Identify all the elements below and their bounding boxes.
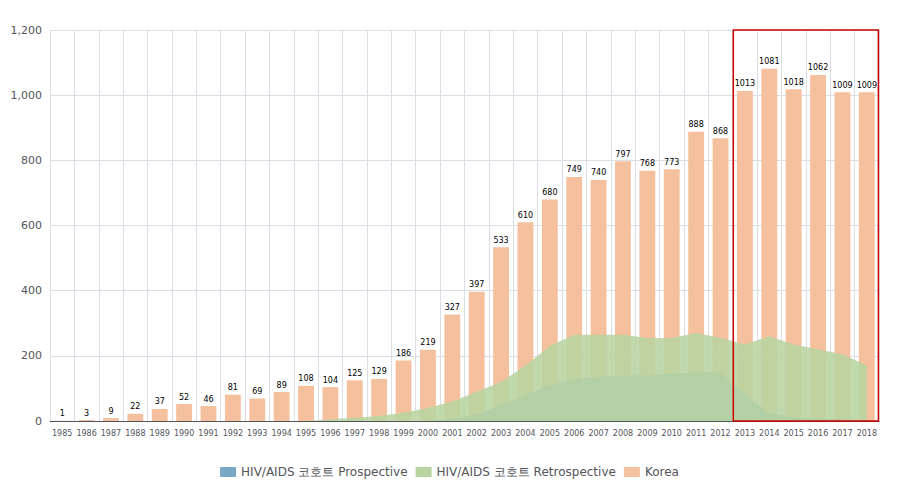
svg-text:797: 797 [615,150,630,159]
svg-text:1013: 1013 [735,79,755,88]
svg-text:2002: 2002 [467,429,487,438]
svg-text:768: 768 [640,159,655,168]
svg-text:2010: 2010 [662,429,682,438]
svg-text:9: 9 [108,407,113,416]
svg-text:46: 46 [203,395,213,404]
svg-text:1018: 1018 [783,78,803,87]
svg-text:1992: 1992 [223,429,243,438]
svg-text:1,000: 1,000 [11,89,43,102]
svg-text:2006: 2006 [564,429,584,438]
svg-text:22: 22 [130,402,140,411]
svg-text:1993: 1993 [247,429,267,438]
svg-text:533: 533 [493,236,508,245]
svg-text:37: 37 [155,397,165,406]
svg-text:2005: 2005 [540,429,560,438]
svg-text:868: 868 [713,127,728,136]
svg-text:HIV/AIDS 코호트 Prospective: HIV/AIDS 코호트 Prospective [241,465,407,479]
svg-text:1987: 1987 [101,429,121,438]
svg-text:1994: 1994 [271,429,291,438]
svg-text:2001: 2001 [442,429,462,438]
svg-text:81: 81 [228,383,238,392]
svg-text:1990: 1990 [174,429,194,438]
svg-text:104: 104 [323,376,338,385]
svg-text:680: 680 [542,188,557,197]
svg-text:1999: 1999 [393,429,413,438]
svg-text:2000: 2000 [418,429,438,438]
svg-text:1998: 1998 [369,429,389,438]
svg-text:1985: 1985 [52,429,72,438]
svg-text:1995: 1995 [296,429,316,438]
svg-text:69: 69 [252,387,262,396]
svg-text:89: 89 [277,381,287,390]
svg-text:773: 773 [664,158,679,167]
svg-text:2007: 2007 [588,429,608,438]
svg-text:2013: 2013 [735,429,755,438]
svg-text:125: 125 [347,369,362,378]
svg-text:888: 888 [688,120,703,129]
svg-text:1997: 1997 [345,429,365,438]
svg-text:600: 600 [21,219,42,232]
svg-text:200: 200 [21,349,42,362]
svg-text:2017: 2017 [832,429,852,438]
svg-text:327: 327 [445,303,460,312]
svg-text:2012: 2012 [710,429,730,438]
svg-text:1: 1 [60,409,65,418]
svg-text:610: 610 [518,211,533,220]
svg-text:397: 397 [469,280,484,289]
svg-text:1996: 1996 [320,429,340,438]
svg-text:2011: 2011 [686,429,706,438]
svg-text:2018: 2018 [857,429,877,438]
svg-text:400: 400 [21,284,42,297]
svg-text:3: 3 [84,409,89,418]
svg-text:1988: 1988 [125,429,145,438]
svg-text:1009: 1009 [832,81,852,90]
svg-text:2003: 2003 [491,429,511,438]
svg-text:1986: 1986 [76,429,96,438]
svg-text:129: 129 [372,367,387,376]
svg-text:HIV/AIDS 코호트 Retrospective: HIV/AIDS 코호트 Retrospective [437,465,616,479]
svg-text:219: 219 [420,338,435,347]
svg-text:1991: 1991 [198,429,218,438]
svg-text:1062: 1062 [808,63,828,72]
svg-text:108: 108 [298,374,313,383]
svg-text:2004: 2004 [515,429,535,438]
svg-text:0: 0 [35,415,42,428]
svg-text:2009: 2009 [637,429,657,438]
svg-text:186: 186 [396,349,411,358]
svg-text:52: 52 [179,393,189,402]
svg-text:749: 749 [567,165,582,174]
svg-text:2014: 2014 [759,429,779,438]
svg-text:2015: 2015 [783,429,803,438]
svg-text:800: 800 [21,154,42,167]
svg-text:2016: 2016 [808,429,828,438]
svg-text:1989: 1989 [150,429,170,438]
svg-text:2008: 2008 [613,429,633,438]
svg-text:1009: 1009 [857,81,877,90]
svg-text:1,200: 1,200 [11,24,43,37]
svg-text:1081: 1081 [759,57,779,66]
svg-text:Korea: Korea [645,465,679,479]
svg-text:740: 740 [591,168,606,177]
